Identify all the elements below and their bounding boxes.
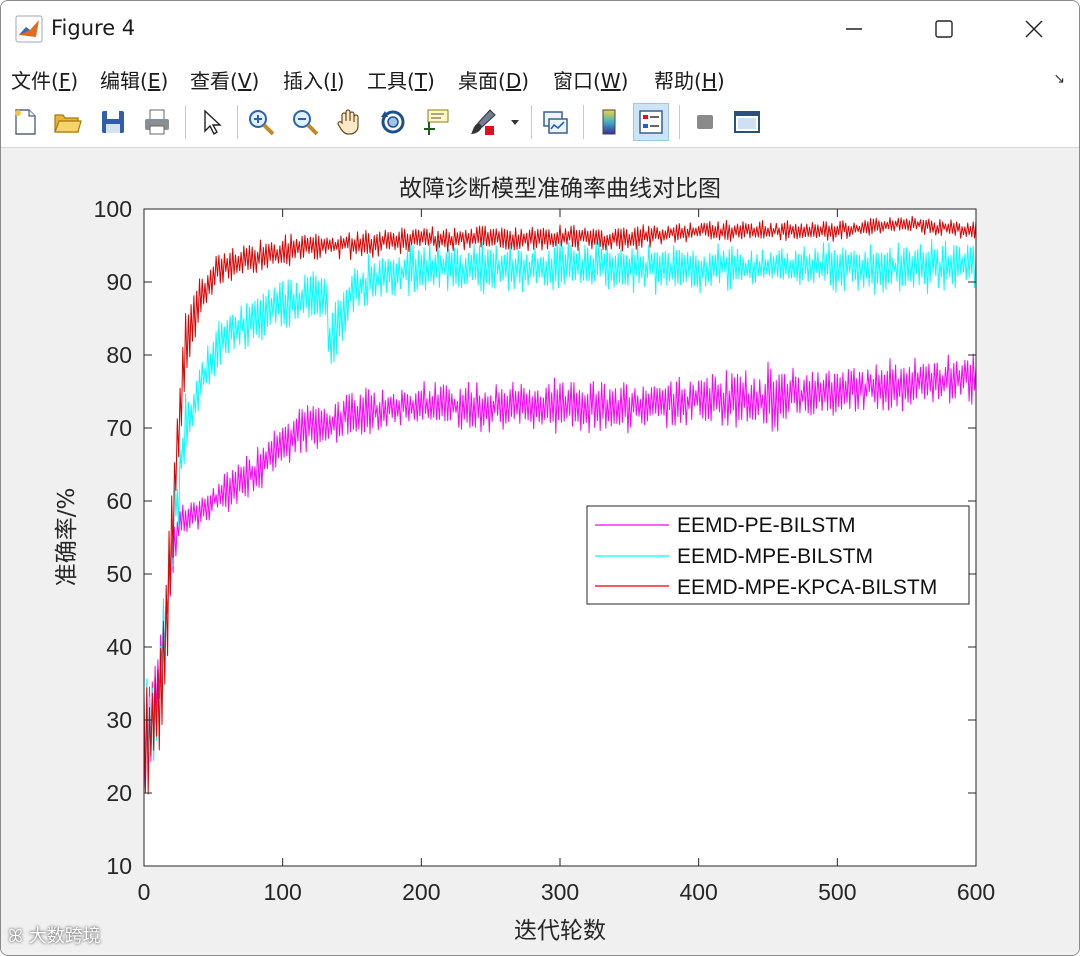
menu-window[interactable]: 窗口(W) [553,69,629,93]
x-tick-label: 400 [679,879,717,905]
x-tick-label: 100 [263,879,301,905]
menu-desktop[interactable]: 桌面(D) [458,69,530,93]
legend-button[interactable] [633,103,669,141]
y-tick-label: 40 [106,634,132,660]
figure-canvas-area: 故障诊断模型准确率曲线对比图 0 100 200 300 400 500 600 10 20 30… [1,148,1079,955]
brush-dropdown-button[interactable] [505,103,525,141]
x-tick-label: 500 [818,879,856,905]
menu-dock-arrow-icon[interactable]: ↘ [1053,71,1065,87]
y-tick-label: 80 [106,342,132,368]
chart-title: 故障诊断模型准确率曲线对比图 [399,176,721,202]
legend-label-eemd-mpe-kpca-bilstm: EEMD-MPE-KPCA-BILSTM [677,576,937,599]
zoom-out-icon [293,110,319,136]
watermark: ꕤ 大数跨境 [8,926,101,947]
toolbar-separator [237,105,238,139]
y-tick-label: 60 [106,488,132,514]
y-tick-label: 20 [106,780,132,806]
print-icon [145,109,169,135]
y-tick-label: 10 [106,853,132,879]
open-file-icon [54,114,82,133]
open-file-button[interactable] [49,103,85,141]
pointer-icon [204,109,222,136]
accuracy-chart[interactable]: 故障诊断模型准确率曲线对比图 0 100 200 300 400 500 600 10 20 30… [1,148,1079,955]
close-button[interactable] [989,1,1079,57]
legend-label-eemd-pe-bilstm: EEMD-PE-BILSTM [677,514,856,537]
maximize-button[interactable] [899,1,989,57]
figure-toolbar [1,97,1079,148]
new-figure-icon [15,109,36,135]
x-tick-label: 200 [402,879,440,905]
x-axis-label: 迭代轮数 [514,918,606,944]
y-tick-label: 50 [106,561,132,587]
maximize-icon [935,20,953,38]
minimize-button[interactable] [809,1,899,57]
show-plot-tools-button[interactable] [729,103,765,141]
y-tick-label: 30 [106,707,132,733]
x-tick-label: 600 [957,879,995,905]
pan-button[interactable] [331,103,367,141]
brush-dropdown-icon [511,120,519,125]
menu-view[interactable]: 查看(V) [190,69,260,93]
save-button[interactable] [95,103,131,141]
toolbar-separator [679,105,680,139]
menu-file[interactable]: 文件(F) [11,69,79,93]
legend-icon [639,110,663,134]
brush-button[interactable] [465,103,501,141]
series-layer [143,215,977,795]
rotate-3d-icon [381,110,405,134]
y-tick-label: 70 [106,415,132,441]
hide-plot-tools-button[interactable] [687,103,723,141]
data-cursor-button[interactable] [419,103,455,141]
watermark-text: 大数跨境 [28,926,101,947]
legend-frame [586,505,970,605]
zoom-in-button[interactable] [243,103,279,141]
toolbar-separator [531,105,532,139]
edit-plot-button[interactable] [193,103,229,141]
x-tick-label: 0 [138,879,151,905]
legend-label-eemd-mpe-bilstm: EEMD-MPE-BILSTM [677,545,873,568]
zoom-out-button[interactable] [287,103,323,141]
pan-hand-icon [337,109,359,135]
toolbar-separator [185,105,186,139]
toolbar-separator [583,105,584,139]
minimize-icon [846,28,862,30]
rotate-3d-button[interactable] [375,103,411,141]
window-title: Figure 4 [51,16,136,40]
save-icon [102,111,124,133]
colorbar-button[interactable] [591,103,627,141]
new-figure-button[interactable] [7,103,43,141]
hide-plot-tools-icon [697,115,713,129]
menu-bar: 文件(F) 编辑(E) 查看(V) 插入(I) 工具(T) 桌面(D) 窗口(W… [1,57,1079,97]
menu-insert[interactable]: 插入(I) [283,69,345,93]
brush-icon [471,109,496,135]
close-icon [1025,20,1043,38]
link-plot-button[interactable] [537,103,573,141]
zoom-in-icon [249,110,275,136]
print-button[interactable] [139,103,175,141]
menu-help[interactable]: 帮助(H) [654,69,725,93]
x-tick-label: 300 [541,879,579,905]
menu-tools[interactable]: 工具(T) [367,69,435,93]
y-tick-label: 100 [94,196,132,222]
series-line-eemd-mpe-kpca-bilstm [143,215,977,795]
tick-layer: 0 100 200 300 400 500 600 10 20 30 40 50 60 70 80 90 100 [94,196,996,905]
legend-box[interactable]: EEMD-PE-BILSTM EEMD-MPE-BILSTM EEMD-MPE-… [586,505,970,605]
series-line-eemd-pe-bilstm [143,353,977,789]
colorbar-icon [602,109,616,135]
y-axis-label: 准确率/% [54,488,80,587]
matlab-app-icon [15,15,43,43]
title-bar: Figure 4 [1,1,1079,57]
menu-edit[interactable]: 编辑(E) [100,69,169,93]
link-plot-icon [543,111,568,134]
y-tick-label: 90 [106,269,132,295]
show-plot-tools-icon [734,111,760,133]
data-cursor-icon [424,109,449,135]
series-line-eemd-mpe-bilstm [143,239,977,772]
